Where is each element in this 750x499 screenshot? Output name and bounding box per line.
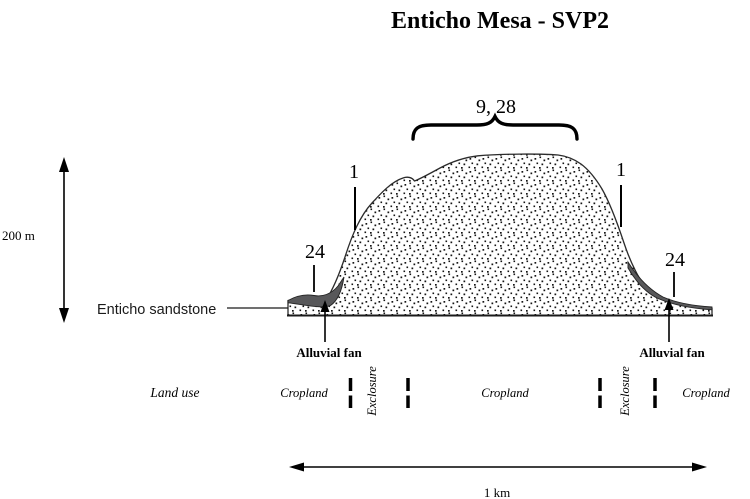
fan-plot-right-label: 24 xyxy=(665,249,685,271)
vertical-scale-label: 200 m xyxy=(2,228,35,243)
vertical-scale-arrow xyxy=(59,157,69,323)
upper-slope-right-label: 1 xyxy=(616,159,626,181)
horizontal-scale-arrow xyxy=(289,462,707,472)
land-use-cropland-left: Cropland xyxy=(280,386,328,400)
land-use-exclosure-left: Exclosure xyxy=(365,366,379,417)
land-use-exclosure-right: Exclosure xyxy=(618,366,632,417)
alluvial-fan-left-label: Alluvial fan xyxy=(296,345,362,360)
land-use-cropland-center: Cropland xyxy=(481,386,529,400)
alluvial-fan-right-label: Alluvial fan xyxy=(639,345,705,360)
horizontal-scale-label: 1 km xyxy=(484,485,510,499)
alluvial-fan-left-arrow xyxy=(320,300,330,342)
fan-plot-left-label: 24 xyxy=(305,241,325,263)
sandstone-label: Enticho sandstone xyxy=(97,302,216,318)
alluvial-fan-right-shape xyxy=(627,260,713,311)
land-use-cropland-right: Cropland xyxy=(682,386,730,400)
alluvial-fan-right-arrow xyxy=(664,298,674,342)
upper-slope-left-label: 1 xyxy=(349,161,359,183)
land-use-row-label: Land use xyxy=(149,385,199,400)
summit-brace xyxy=(411,112,579,141)
alluvial-fan-left-shape xyxy=(287,276,345,308)
summit-plots-label: 9, 28 xyxy=(476,96,516,118)
figure-title: Enticho Mesa - SVP2 xyxy=(391,8,609,34)
